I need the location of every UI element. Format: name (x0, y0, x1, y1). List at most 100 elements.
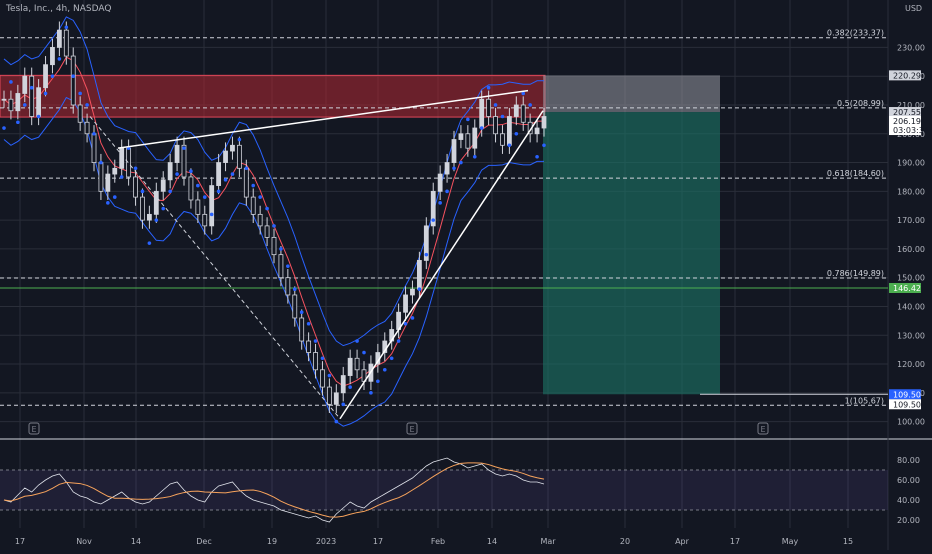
earnings-marker-label: E (760, 425, 765, 434)
rsi-tick-label: 60.00 (897, 476, 920, 485)
psar-dot (528, 103, 532, 107)
price-tag-label: 220.29 (893, 71, 921, 80)
psar-dot (417, 287, 422, 292)
candle-body (423, 225, 429, 261)
candle-body (444, 162, 450, 175)
psar-dot (431, 218, 436, 222)
candle-body (236, 144, 242, 169)
candle-body (271, 236, 277, 256)
candle-body (188, 176, 194, 201)
candle-body (250, 196, 256, 215)
psar-dot (209, 212, 214, 217)
psar-dot (133, 166, 138, 171)
psar-dot (154, 218, 159, 222)
candle-body (22, 75, 28, 94)
time-tick-label: 19 (267, 537, 277, 546)
candle-body (500, 133, 505, 146)
psar-dot (334, 419, 339, 424)
psar-dot (92, 131, 96, 136)
psar-dot (16, 120, 20, 125)
psar-dot (71, 74, 76, 79)
stop-loss-zone (543, 75, 720, 113)
candle-body (313, 352, 318, 371)
price-tick-label: 150.00 (897, 274, 925, 283)
psar-dot (147, 241, 152, 245)
psar-dot (459, 160, 463, 165)
psar-dot (251, 183, 256, 188)
time-tick-label: 15 (843, 537, 853, 546)
psar-dot (445, 189, 449, 194)
psar-dot (472, 154, 477, 159)
candle-body (520, 104, 526, 123)
candle-body (91, 133, 97, 163)
psar-dot (479, 126, 484, 130)
candle-body (63, 29, 69, 57)
candle-body (299, 317, 305, 342)
price-tag-label: 206.19 (893, 117, 921, 126)
candle-body (56, 29, 62, 48)
earnings-marker (406, 422, 418, 435)
candle-body (465, 133, 471, 149)
candle-body (70, 55, 76, 106)
candle-body (209, 185, 215, 227)
psar-dot (237, 137, 242, 142)
candle-body (29, 75, 35, 117)
candle-body (506, 116, 512, 146)
price-tag (889, 282, 921, 293)
candle-body (320, 369, 325, 388)
candle-body (437, 173, 443, 192)
candle-body (153, 190, 159, 215)
earnings-marker-label: E (409, 425, 414, 434)
candle-body (15, 93, 21, 112)
psar-dot (424, 252, 429, 257)
price-tick-label: 170.00 (897, 216, 925, 225)
psar-dot (535, 154, 539, 159)
psar-dot (320, 356, 325, 361)
psar-dot (119, 175, 124, 179)
rsi-tick-label: 80.00 (897, 456, 920, 465)
price-tag-label: 207.55 (893, 108, 921, 117)
time-tick-label: 14 (131, 537, 141, 546)
psar-dot (292, 287, 297, 292)
psar-dot (306, 321, 311, 326)
psar-dot (327, 373, 332, 378)
candle-body (541, 116, 547, 129)
upper-trendline (117, 89, 529, 149)
time-tick-label: 17 (373, 537, 383, 546)
psar-dot (348, 385, 352, 389)
price-tag-label: 109.50 (893, 400, 921, 409)
candle-body (112, 167, 118, 175)
psar-dot (452, 166, 456, 171)
time-tick-label: Feb (431, 537, 445, 546)
psar-dot (57, 57, 62, 61)
psar-dot (140, 189, 145, 194)
psar-dot (500, 114, 505, 119)
psar-dot (521, 91, 526, 96)
psar-dot (50, 74, 55, 79)
fib-level-label: 1(105.67) (845, 396, 884, 405)
price-tick-label: 230.00 (897, 43, 925, 52)
candle-body (1, 98, 7, 101)
time-tick-label: May (782, 537, 799, 546)
candle-body (77, 104, 83, 123)
fib-level-label: 0.618(184.60) (827, 169, 884, 178)
psar-dot (43, 91, 48, 96)
rsi-band (0, 470, 888, 510)
psar-dot (2, 126, 6, 130)
lower-trendline (339, 110, 544, 420)
psar-dot (182, 146, 186, 150)
time-tick-label: 20 (620, 537, 630, 546)
psar-dot (22, 103, 27, 107)
candle-body (416, 260, 422, 290)
candle-body (472, 127, 478, 149)
psar-dot (9, 80, 13, 84)
psar-dot (396, 339, 401, 343)
resistance-zone (0, 74, 546, 118)
rsi-tick-label: 20.00 (897, 516, 920, 525)
time-tick-label: 17 (730, 537, 740, 546)
psar-dot (369, 391, 373, 395)
candle-body (50, 47, 55, 66)
candle-body (243, 167, 249, 198)
